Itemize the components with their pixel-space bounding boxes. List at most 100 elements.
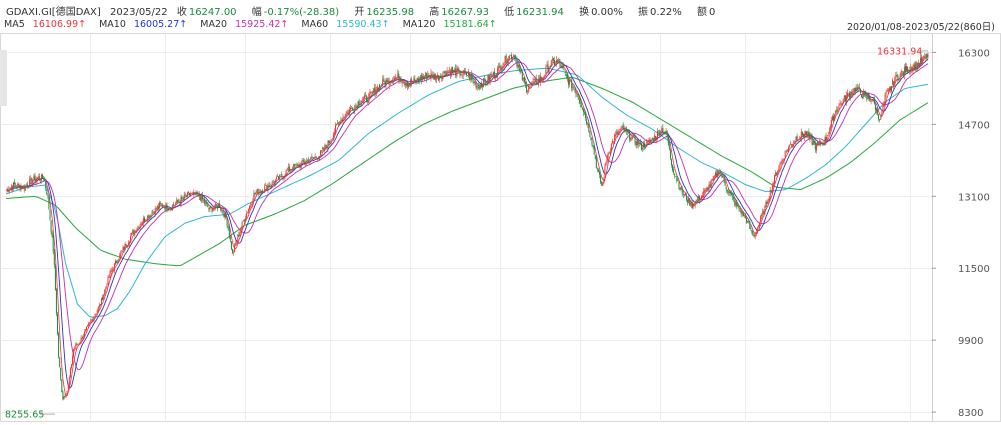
candle-body: [558, 59, 560, 61]
candle-body: [651, 138, 653, 140]
candle-body: [885, 92, 887, 94]
candle-body: [424, 76, 426, 77]
candle-body: [398, 74, 400, 81]
ma120-legend: MA120 15181.64↑: [402, 19, 497, 30]
ma20-line: [5, 61, 929, 371]
candle-body: [285, 170, 287, 176]
candle-body: [445, 74, 447, 76]
candle-body: [694, 201, 696, 206]
candle-body: [474, 81, 476, 83]
candle-body: [382, 79, 384, 85]
candle-body: [306, 161, 307, 163]
candle-body: [77, 343, 79, 345]
candle-body: [267, 185, 269, 191]
candle-body: [782, 159, 784, 161]
candle-body: [720, 171, 722, 173]
candle-body: [326, 147, 328, 149]
candle-body: [726, 189, 728, 192]
candle-body: [96, 310, 98, 313]
candle-body: [894, 80, 896, 86]
candle-body: [819, 141, 821, 144]
candle-body: [134, 230, 136, 236]
candle-body: [177, 199, 179, 202]
candle-body: [279, 174, 281, 179]
candle-body: [724, 181, 726, 186]
turnover-field: 换 0.00%: [579, 7, 623, 18]
candle-body: [554, 60, 555, 65]
candle-body: [408, 84, 409, 88]
candle-body: [518, 64, 520, 68]
candle-body: [365, 95, 367, 96]
candle-body: [443, 71, 445, 73]
candle-body: [619, 130, 621, 132]
candle-body: [707, 188, 709, 191]
candle-body: [591, 141, 593, 145]
candle-body: [662, 127, 664, 134]
candle-body: [14, 182, 16, 185]
candle-body: [54, 265, 56, 290]
candle-body: [393, 80, 394, 82]
candle-body: [272, 182, 274, 183]
candle-body: [370, 91, 372, 93]
candle-body: [684, 194, 686, 195]
candle-body: [317, 158, 319, 160]
candle-body: [168, 209, 170, 211]
candle-body: [622, 124, 624, 129]
candle-body: [148, 215, 150, 219]
candle-body: [311, 156, 313, 158]
candle-body: [570, 79, 572, 81]
candle-body: [109, 271, 111, 278]
candle-body: [478, 87, 480, 89]
candle-body: [667, 138, 669, 145]
candle-body: [325, 145, 327, 147]
change-field: 幅 -0.17%(-28.38): [251, 7, 340, 18]
candle-body: [706, 187, 708, 189]
candle-body: [43, 178, 45, 180]
candle-body: [816, 142, 818, 145]
candle-body: [807, 132, 809, 138]
candle-body: [309, 160, 311, 164]
ma5-legend: MA5 16106.99↑: [4, 19, 87, 30]
symbol-label[interactable]: GDAXI.GI[德国DAX]: [6, 7, 101, 18]
candle-body: [906, 66, 907, 72]
candle-body: [689, 198, 691, 206]
candle-body: [281, 173, 283, 177]
scroll-handle[interactable]: [0, 50, 7, 106]
y-tick-label: 11500: [958, 264, 990, 275]
candle-body: [235, 243, 237, 246]
candle-body: [456, 68, 458, 77]
candle-body: [431, 74, 433, 75]
candle-body: [878, 114, 880, 120]
candle-body: [8, 190, 10, 193]
candle-body: [913, 64, 915, 69]
candle-body: [389, 81, 391, 83]
candle-body: [300, 162, 302, 168]
candle-body: [22, 185, 24, 189]
candle-body: [199, 196, 201, 200]
candle-body: [764, 206, 766, 215]
candle-body: [640, 143, 642, 150]
candle-body: [87, 325, 89, 327]
candle-body: [903, 67, 905, 76]
candle-body: [852, 92, 854, 95]
candle-body: [332, 134, 334, 140]
candle-body: [462, 70, 464, 76]
candle-body: [692, 204, 694, 209]
candle-body: [258, 191, 260, 194]
candle-body: [843, 95, 845, 100]
candle-body: [516, 59, 518, 67]
date-range: 2020/01/08-2023/05/22(860日): [847, 22, 995, 33]
candle-body: [472, 78, 474, 80]
candle-body: [725, 186, 727, 190]
candle-body: [53, 251, 55, 265]
candle-body: [111, 269, 113, 272]
candle-body: [237, 235, 239, 243]
ma10-legend: MA10 16005.27↑: [99, 19, 188, 30]
candle-body: [95, 313, 97, 316]
candle-body: [360, 102, 362, 104]
candle-body: [704, 190, 706, 193]
candle-body: [811, 137, 813, 145]
candle-body: [647, 140, 649, 142]
candle-body: [520, 70, 522, 73]
candle-body: [812, 141, 814, 145]
